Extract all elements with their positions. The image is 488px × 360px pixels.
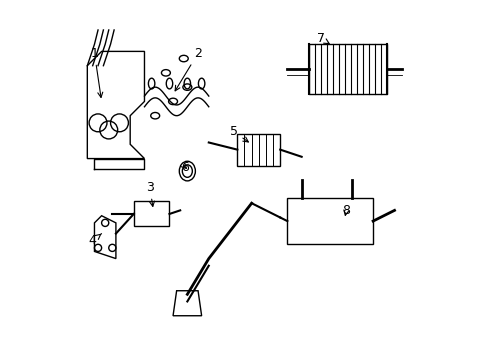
Text: 6: 6 bbox=[181, 161, 189, 174]
Text: 1: 1 bbox=[90, 47, 102, 98]
Text: 7: 7 bbox=[317, 32, 328, 45]
Text: 5: 5 bbox=[229, 125, 248, 142]
Bar bbox=[134, 202, 169, 226]
Bar bbox=[287, 198, 372, 244]
Text: 8: 8 bbox=[342, 204, 349, 217]
Bar bbox=[308, 44, 386, 94]
Text: 3: 3 bbox=[145, 181, 154, 206]
Text: 2: 2 bbox=[175, 47, 202, 91]
Text: 4: 4 bbox=[88, 234, 102, 247]
Bar bbox=[237, 134, 280, 166]
